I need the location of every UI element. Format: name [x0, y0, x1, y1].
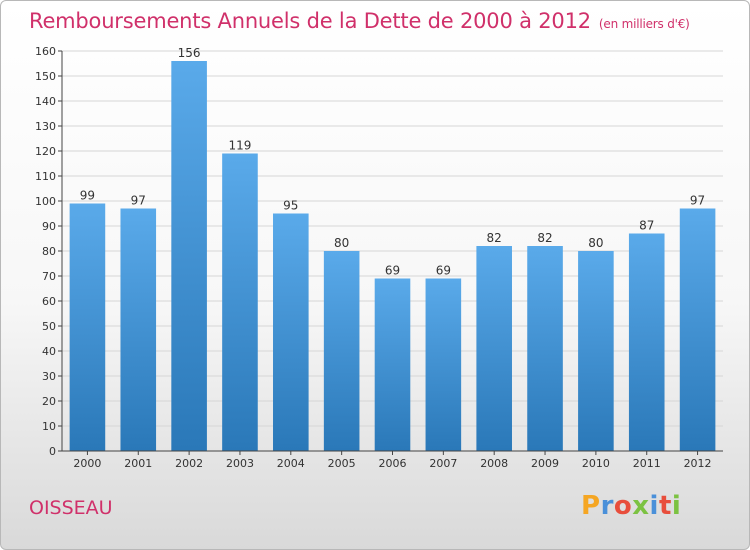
bar-2007 — [425, 278, 462, 451]
bar-2001 — [120, 208, 157, 451]
data-label-2010: 80 — [588, 236, 603, 250]
logo-letter: i — [649, 491, 659, 521]
data-label-2000: 99 — [80, 189, 95, 203]
y-tick-label: 20 — [42, 395, 56, 408]
logo-letter: o — [613, 491, 633, 521]
y-tick-label: 70 — [42, 270, 56, 283]
y-tick-label: 10 — [42, 420, 56, 433]
x-tick-label: 2007 — [429, 457, 457, 470]
logo-letter: x — [632, 491, 650, 521]
bar-2005 — [323, 251, 360, 451]
y-tick-label: 90 — [42, 220, 56, 233]
chart-subtitle: (en milliers d'€) — [598, 17, 690, 31]
data-label-2001: 97 — [131, 194, 146, 208]
bar-2011 — [628, 233, 665, 451]
x-tick-label: 2009 — [531, 457, 559, 470]
y-tick-label: 110 — [35, 170, 56, 183]
bar-2009 — [527, 246, 563, 451]
logo-letter: t — [658, 491, 672, 521]
y-tick-label: 130 — [35, 120, 56, 133]
y-tick-label: 120 — [35, 145, 56, 158]
data-label-2005: 80 — [334, 236, 349, 250]
data-label-2003: 119 — [229, 139, 252, 153]
x-tick-label: 2005 — [328, 457, 356, 470]
bar-2006 — [374, 278, 411, 451]
bar-2000 — [69, 203, 106, 451]
proxiti-logo: Proxiti — [581, 491, 681, 521]
x-tick-label: 2008 — [480, 457, 508, 470]
logo-letter: P — [581, 491, 601, 521]
data-label-2006: 69 — [385, 264, 400, 278]
x-tick-label: 2003 — [226, 457, 254, 470]
y-tick-label: 140 — [35, 95, 56, 108]
y-tick-label: 80 — [42, 245, 56, 258]
y-tick-label: 30 — [42, 370, 56, 383]
bar-2012 — [679, 208, 716, 451]
bar-2008 — [476, 246, 512, 451]
y-tick-label: 160 — [35, 45, 56, 58]
data-label-2008: 82 — [487, 231, 502, 245]
x-tick-label: 2006 — [379, 457, 407, 470]
x-tick-label: 2004 — [277, 457, 305, 470]
bar-2002 — [171, 61, 207, 451]
bar-2003 — [222, 153, 258, 451]
x-tick-label: 2001 — [124, 457, 152, 470]
chart-title: Remboursements Annuels de la Dette de 20… — [29, 9, 690, 33]
data-label-2011: 87 — [639, 219, 654, 233]
data-label-2012: 97 — [690, 194, 705, 208]
y-tick-label: 100 — [35, 195, 56, 208]
y-tick-label: 40 — [42, 345, 56, 358]
y-tick-label: 0 — [49, 445, 56, 458]
x-tick-label: 2000 — [73, 457, 101, 470]
bar-2010 — [578, 251, 614, 451]
data-label-2004: 95 — [283, 199, 298, 213]
city-name: OISSEAU — [29, 497, 113, 519]
data-label-2002: 156 — [178, 46, 201, 60]
x-tick-label: 2002 — [175, 457, 203, 470]
chart-title-text: Remboursements Annuels de la Dette de 20… — [29, 9, 591, 33]
data-label-2009: 82 — [537, 231, 552, 245]
logo-letter: i — [671, 491, 682, 521]
y-tick-label: 150 — [35, 70, 56, 83]
x-tick-label: 2012 — [684, 457, 712, 470]
logo-letter: r — [600, 491, 614, 521]
x-tick-label: 2010 — [582, 457, 610, 470]
bar-2004 — [273, 213, 309, 451]
y-tick-label: 50 — [42, 320, 56, 333]
x-tick-label: 2011 — [633, 457, 661, 470]
y-tick-label: 60 — [42, 295, 56, 308]
data-label-2007: 69 — [436, 264, 451, 278]
